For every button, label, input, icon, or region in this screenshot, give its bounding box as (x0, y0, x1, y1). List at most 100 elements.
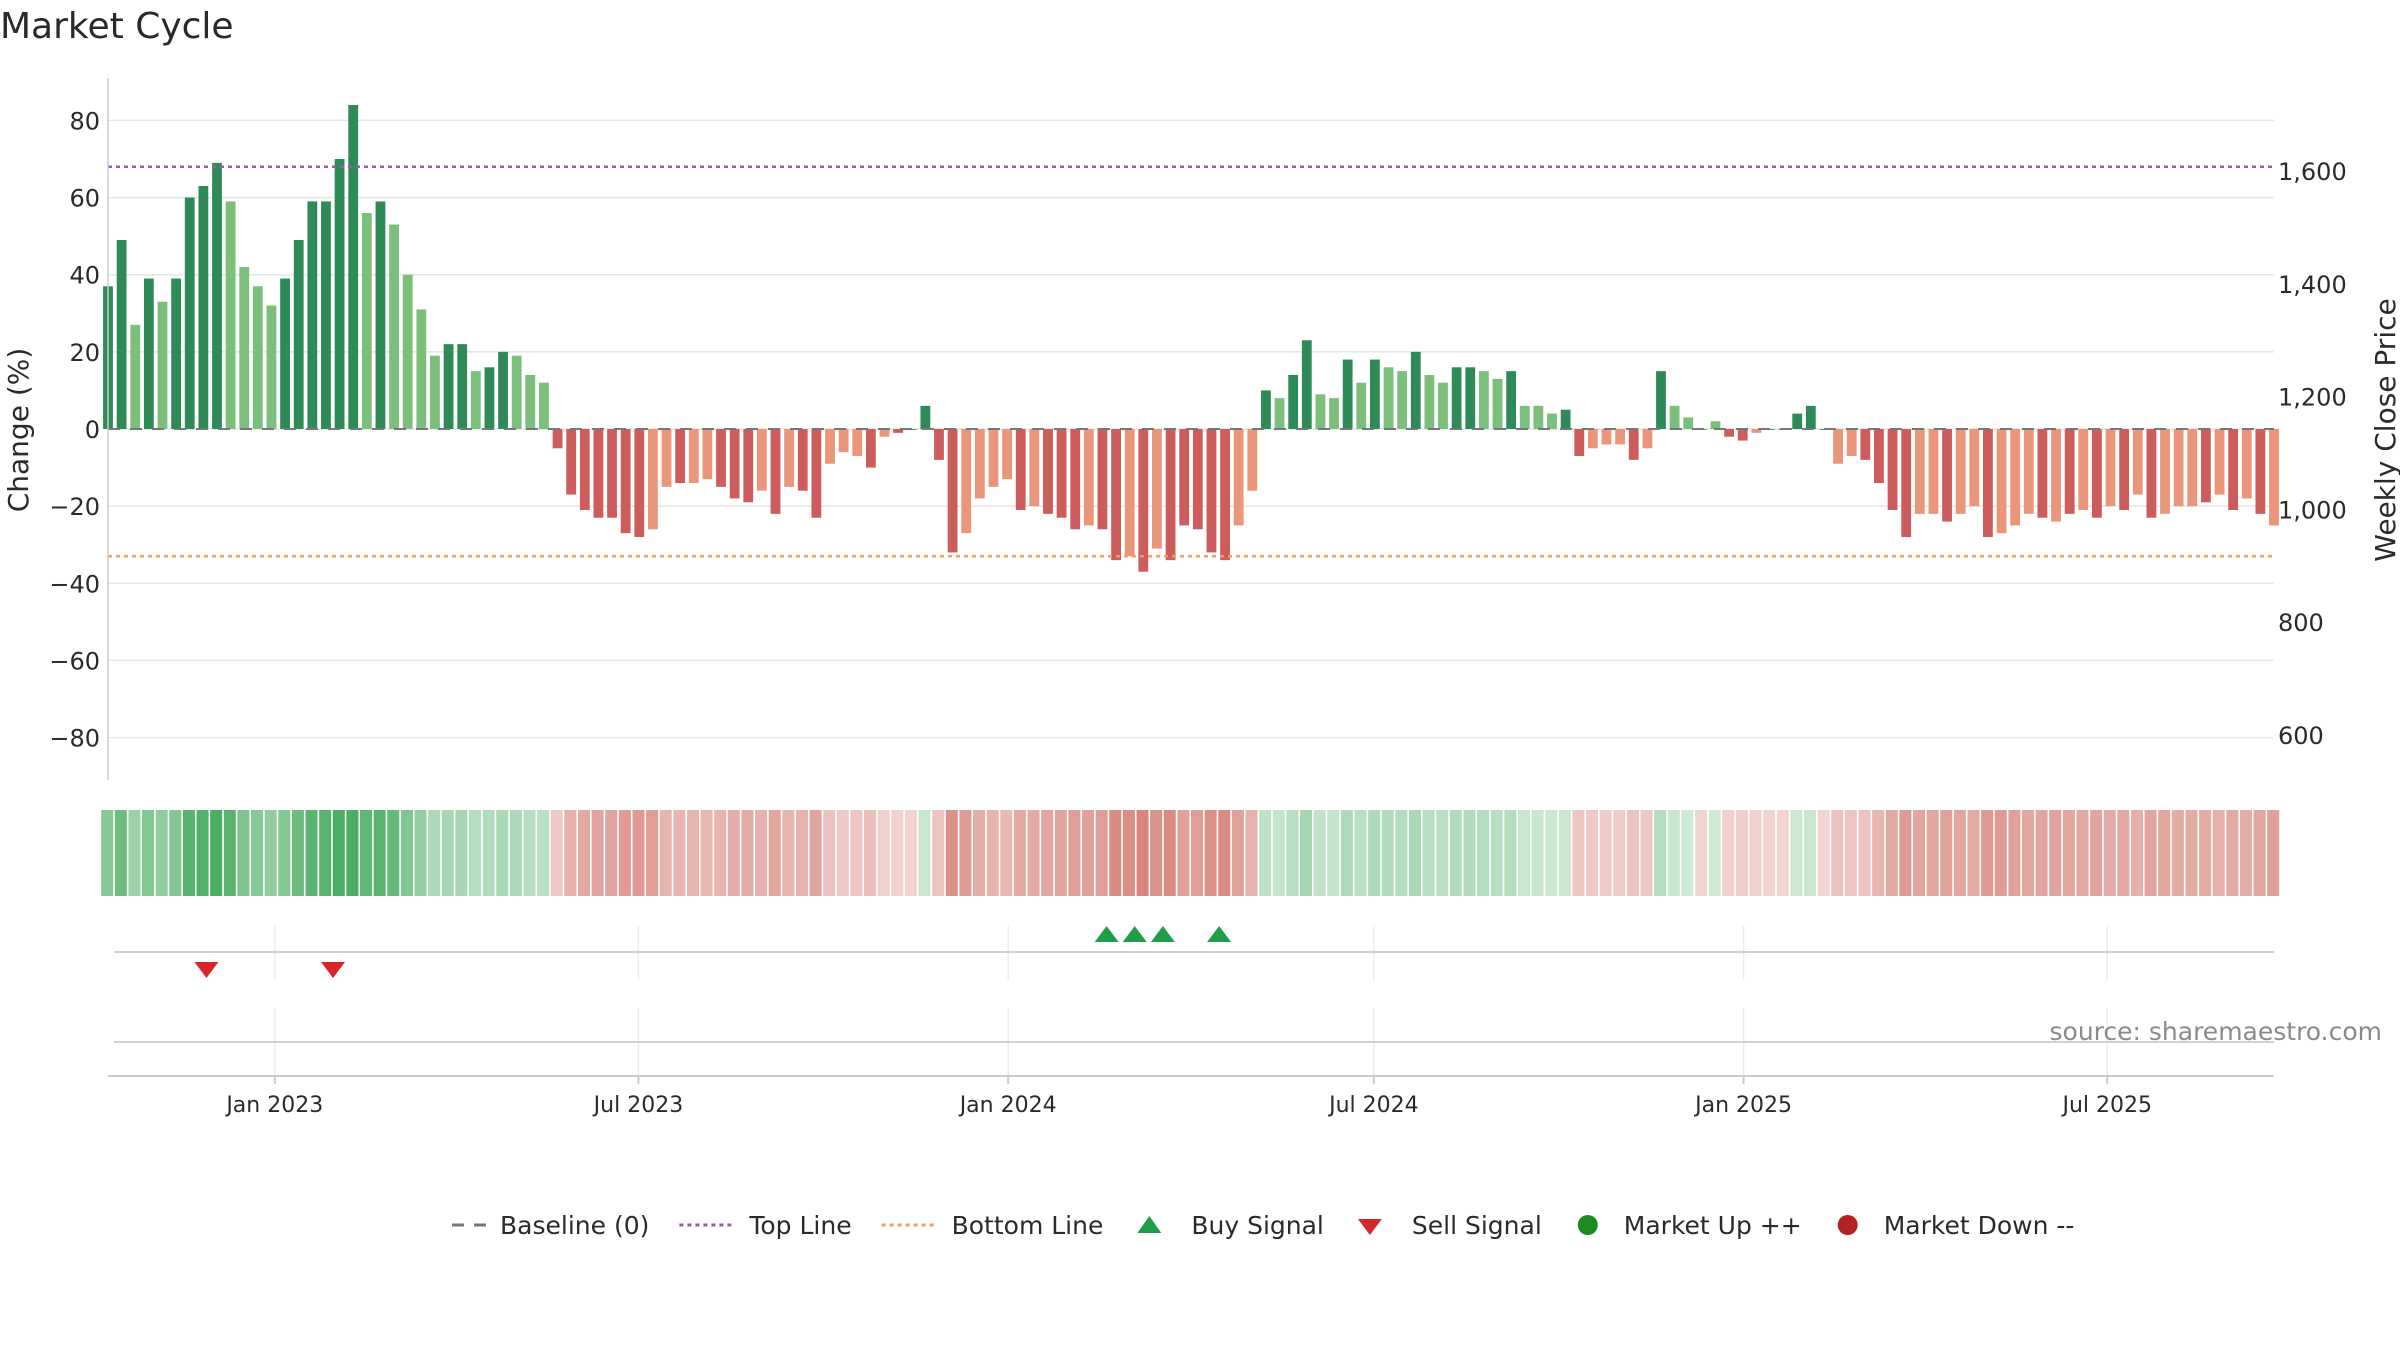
heat-cell (700, 810, 713, 896)
heat-cell (2226, 810, 2239, 896)
heat-cell (1109, 810, 1122, 896)
bar (1669, 405, 1680, 429)
heat-cell (1082, 810, 1095, 896)
legend-label: Sell Signal (1412, 1211, 1542, 1240)
bar (321, 201, 331, 429)
heat-cell (2171, 810, 2184, 896)
bar (797, 429, 808, 491)
heat-cell (196, 810, 209, 896)
heat-cell (605, 810, 618, 896)
left-tick-label: 20 (69, 339, 100, 367)
bar (675, 429, 686, 483)
heat-cell (469, 810, 482, 896)
bar (552, 429, 563, 449)
heat-cell (1449, 810, 1462, 896)
bar (620, 429, 631, 534)
left-tick-label: −40 (49, 570, 100, 598)
bar (566, 429, 577, 495)
bar (1424, 375, 1435, 429)
heat-cell (1981, 810, 1994, 896)
date-tick-label: Jul 2023 (592, 1093, 684, 1118)
bar (1370, 359, 1380, 429)
legend-item: Market Down -- (1837, 1211, 2075, 1240)
heat-cell (2008, 810, 2021, 896)
right-tick-label: 800 (2278, 609, 2324, 637)
heat-cell (1872, 810, 1885, 896)
sell-signal-marker (321, 962, 346, 978)
heat-cell (523, 810, 536, 896)
bar (1097, 429, 1108, 530)
left-tick-label: −20 (49, 493, 100, 521)
legend-swatch (1357, 1219, 1382, 1235)
heat-cell (1327, 810, 1340, 896)
heat-cell (2076, 810, 2089, 896)
heat-cell (264, 810, 277, 896)
bar (1070, 429, 1081, 530)
legend-swatch (1577, 1215, 1598, 1235)
heat-cell (564, 810, 577, 896)
heat-cell (1436, 810, 1449, 896)
date-tick-label: Jul 2024 (1327, 1093, 1419, 1118)
heat-cell (823, 810, 836, 896)
heat-cell (1654, 810, 1667, 896)
bar (1710, 421, 1721, 429)
bar (1751, 429, 1762, 433)
date-tick-label: Jul 2025 (2060, 1093, 2152, 1118)
heat-cell (1749, 810, 1762, 896)
heat-cell (1191, 810, 1204, 896)
heat-cell (2239, 810, 2252, 896)
bar (470, 371, 481, 429)
heat-cell (945, 810, 958, 896)
heat-cell (1926, 810, 1939, 896)
left-tick-label: 40 (69, 262, 100, 290)
heat-cell (2049, 810, 2062, 896)
bar (2105, 429, 2116, 507)
bar (1397, 371, 1408, 429)
bar (2064, 429, 2075, 514)
bar (1792, 413, 1803, 429)
heat-cell (782, 810, 795, 896)
heat-cell (714, 810, 727, 896)
bar (171, 278, 182, 429)
heat-cell (836, 810, 849, 896)
bar (2255, 429, 2266, 514)
right-tick-label: 600 (2278, 722, 2324, 750)
bar (852, 429, 863, 456)
right-axis-title: Weekly Close Price (2369, 298, 2400, 561)
heat-cell (2117, 810, 2130, 896)
heat-cell (128, 810, 141, 896)
bar-series (103, 105, 2279, 572)
bar (1874, 429, 1884, 483)
bar (2146, 429, 2157, 518)
right-tick-label: 1,600 (2278, 158, 2347, 186)
heat-cell (1490, 810, 1503, 896)
heat-cell (291, 810, 304, 896)
bar (1928, 429, 1939, 514)
heat-cell (482, 810, 495, 896)
bar (1138, 429, 1149, 572)
signal-panel (114, 926, 2274, 980)
heat-cell (850, 810, 863, 896)
bar (280, 278, 290, 429)
heat-cell (1122, 810, 1135, 896)
left-tick-label: −80 (49, 725, 100, 753)
bar (1083, 429, 1094, 526)
legend-label: Bottom Line (952, 1211, 1104, 1240)
heat-cell (1545, 810, 1558, 896)
heat-cell (727, 810, 740, 896)
bar (825, 429, 835, 464)
heat-cell (1817, 810, 1830, 896)
legend-label: Market Down -- (1884, 1211, 2075, 1240)
heat-cell (877, 810, 890, 896)
heat-cell (1000, 810, 1013, 896)
heat-cell (278, 810, 291, 896)
heat-cell (1790, 810, 1803, 896)
left-axis-title: Change (%) (2, 348, 35, 513)
heat-cell (1586, 810, 1599, 896)
bar (879, 429, 890, 437)
heat-cell (182, 810, 195, 896)
bar (988, 429, 999, 487)
buy-signal-marker (1094, 926, 1119, 942)
heat-cell (1994, 810, 2007, 896)
heat-cell (1013, 810, 1026, 896)
